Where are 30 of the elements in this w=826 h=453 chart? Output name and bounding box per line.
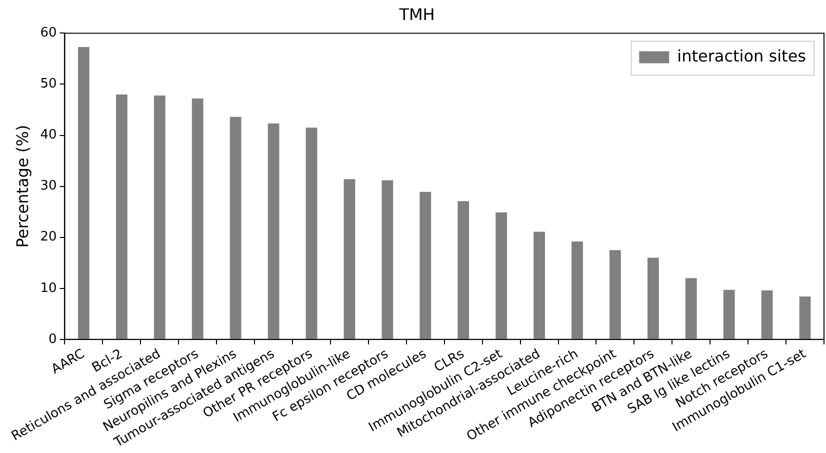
bar	[647, 258, 659, 339]
bar	[230, 116, 242, 339]
bar	[154, 95, 166, 339]
bar	[268, 124, 280, 339]
y-tick-label: 10	[40, 280, 57, 296]
bar	[192, 98, 204, 339]
y-tick-label: 0	[48, 332, 57, 347]
bar	[420, 192, 432, 339]
bar	[344, 179, 356, 339]
bar	[496, 212, 508, 339]
bar	[799, 296, 811, 339]
y-axis-title: Percentage (%)	[12, 124, 32, 248]
chart-title: TMH	[398, 4, 435, 24]
legend-label: interaction sites	[677, 46, 806, 66]
bar	[723, 290, 735, 339]
bar	[761, 290, 773, 339]
bar	[610, 250, 621, 339]
y-tick-label: 50	[40, 76, 57, 92]
y-tick-label: 60	[40, 26, 57, 41]
bar	[306, 128, 318, 339]
bar	[572, 241, 583, 339]
y-tick-label: 40	[40, 128, 57, 143]
y-tick-label: 30	[40, 178, 57, 194]
bar	[116, 94, 128, 339]
y-tick-label: 20	[40, 230, 57, 245]
bar	[534, 232, 545, 339]
bar	[78, 46, 90, 339]
bar	[685, 278, 697, 339]
bar	[458, 201, 470, 339]
bar	[382, 180, 394, 339]
